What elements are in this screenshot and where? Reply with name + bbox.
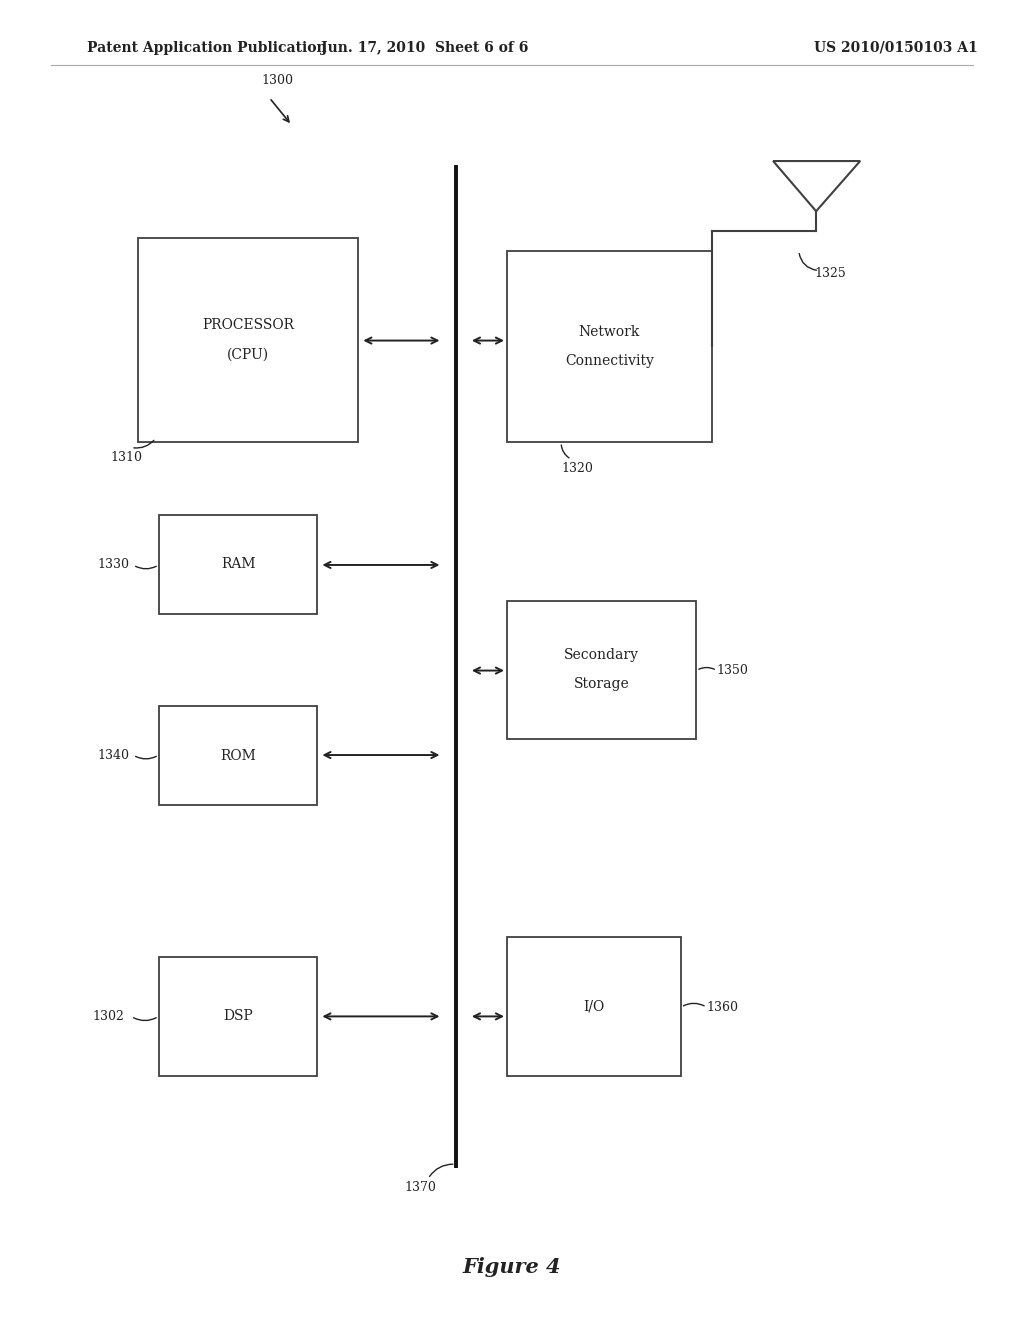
Text: DSP: DSP bbox=[223, 1010, 253, 1023]
Text: 1340: 1340 bbox=[97, 748, 129, 762]
Text: 1310: 1310 bbox=[111, 451, 142, 465]
Bar bbox=[507, 601, 696, 739]
Text: Figure 4: Figure 4 bbox=[463, 1257, 561, 1278]
Text: 1370: 1370 bbox=[404, 1181, 436, 1195]
Text: RAM: RAM bbox=[221, 557, 255, 572]
Text: I/O: I/O bbox=[584, 999, 604, 1014]
Bar bbox=[159, 957, 317, 1076]
Text: 1330: 1330 bbox=[97, 558, 129, 572]
Text: 1302: 1302 bbox=[92, 1010, 124, 1023]
Bar bbox=[138, 238, 358, 442]
Text: Network: Network bbox=[579, 325, 640, 339]
Text: Connectivity: Connectivity bbox=[565, 354, 653, 368]
Bar bbox=[507, 251, 712, 442]
Text: 1300: 1300 bbox=[261, 74, 293, 87]
Text: 1350: 1350 bbox=[717, 664, 749, 677]
Text: Secondary: Secondary bbox=[564, 648, 639, 663]
Text: PROCESSOR: PROCESSOR bbox=[203, 318, 294, 333]
Text: ROM: ROM bbox=[220, 748, 256, 763]
Text: (CPU): (CPU) bbox=[227, 347, 269, 362]
Bar bbox=[159, 515, 317, 614]
Text: 1360: 1360 bbox=[707, 1001, 738, 1014]
Text: Patent Application Publication: Patent Application Publication bbox=[87, 41, 327, 54]
Text: 1320: 1320 bbox=[561, 462, 593, 475]
Text: 1325: 1325 bbox=[814, 267, 846, 280]
Text: US 2010/0150103 A1: US 2010/0150103 A1 bbox=[814, 41, 978, 54]
Text: Storage: Storage bbox=[573, 677, 630, 692]
Bar bbox=[507, 937, 681, 1076]
Bar bbox=[159, 706, 317, 805]
Text: Jun. 17, 2010  Sheet 6 of 6: Jun. 17, 2010 Sheet 6 of 6 bbox=[322, 41, 528, 54]
